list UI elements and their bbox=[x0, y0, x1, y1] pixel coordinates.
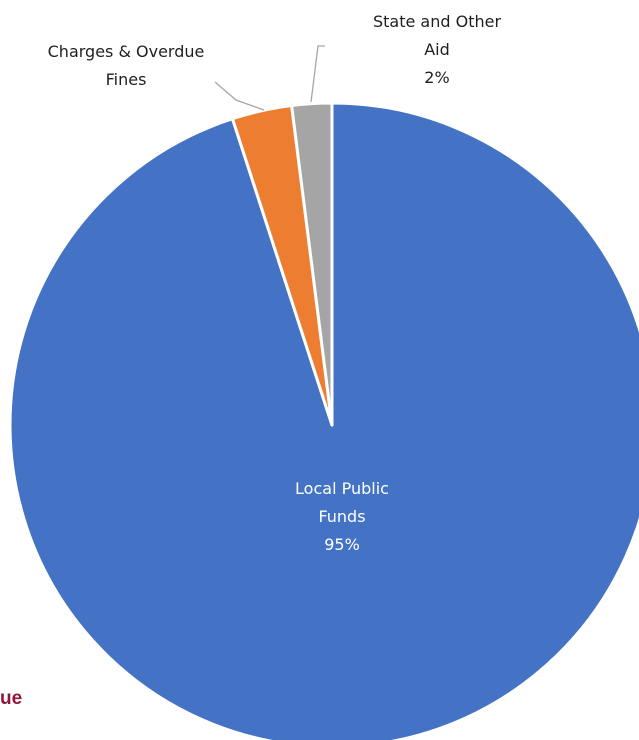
pie-slices bbox=[8, 101, 639, 740]
slice-label-line: Local Public bbox=[295, 479, 389, 498]
slice-label-line: Aid bbox=[424, 40, 450, 59]
slice-label-line: Charges & Overdue bbox=[48, 42, 205, 61]
slice-label-state-and-other-aid: State and Other Aid 2% bbox=[373, 12, 501, 87]
cutoff-page-text: ue bbox=[0, 688, 23, 709]
slice-label-line: 95% bbox=[324, 535, 360, 554]
slice-label-line: State and Other bbox=[373, 12, 501, 31]
leader-line-charges-overdue-fines bbox=[214, 81, 265, 111]
slice-label-charges-overdue-fines: Charges & Overdue Fines bbox=[48, 42, 205, 89]
slice-label-line: Funds bbox=[318, 507, 365, 526]
pie-slice-state-and-other-aid bbox=[290, 101, 334, 427]
slice-labels: Local Public Funds 95% Charges & Overdue Fin… bbox=[48, 12, 502, 554]
pie-slice-local-public-funds bbox=[8, 101, 639, 740]
leader-lines bbox=[214, 45, 325, 111]
slice-label-line: Fines bbox=[106, 70, 147, 89]
leader-line-state-and-other-aid bbox=[310, 45, 325, 103]
slice-label-line: 2% bbox=[424, 68, 449, 87]
slice-label-local-public-funds: Local Public Funds 95% bbox=[295, 479, 389, 554]
